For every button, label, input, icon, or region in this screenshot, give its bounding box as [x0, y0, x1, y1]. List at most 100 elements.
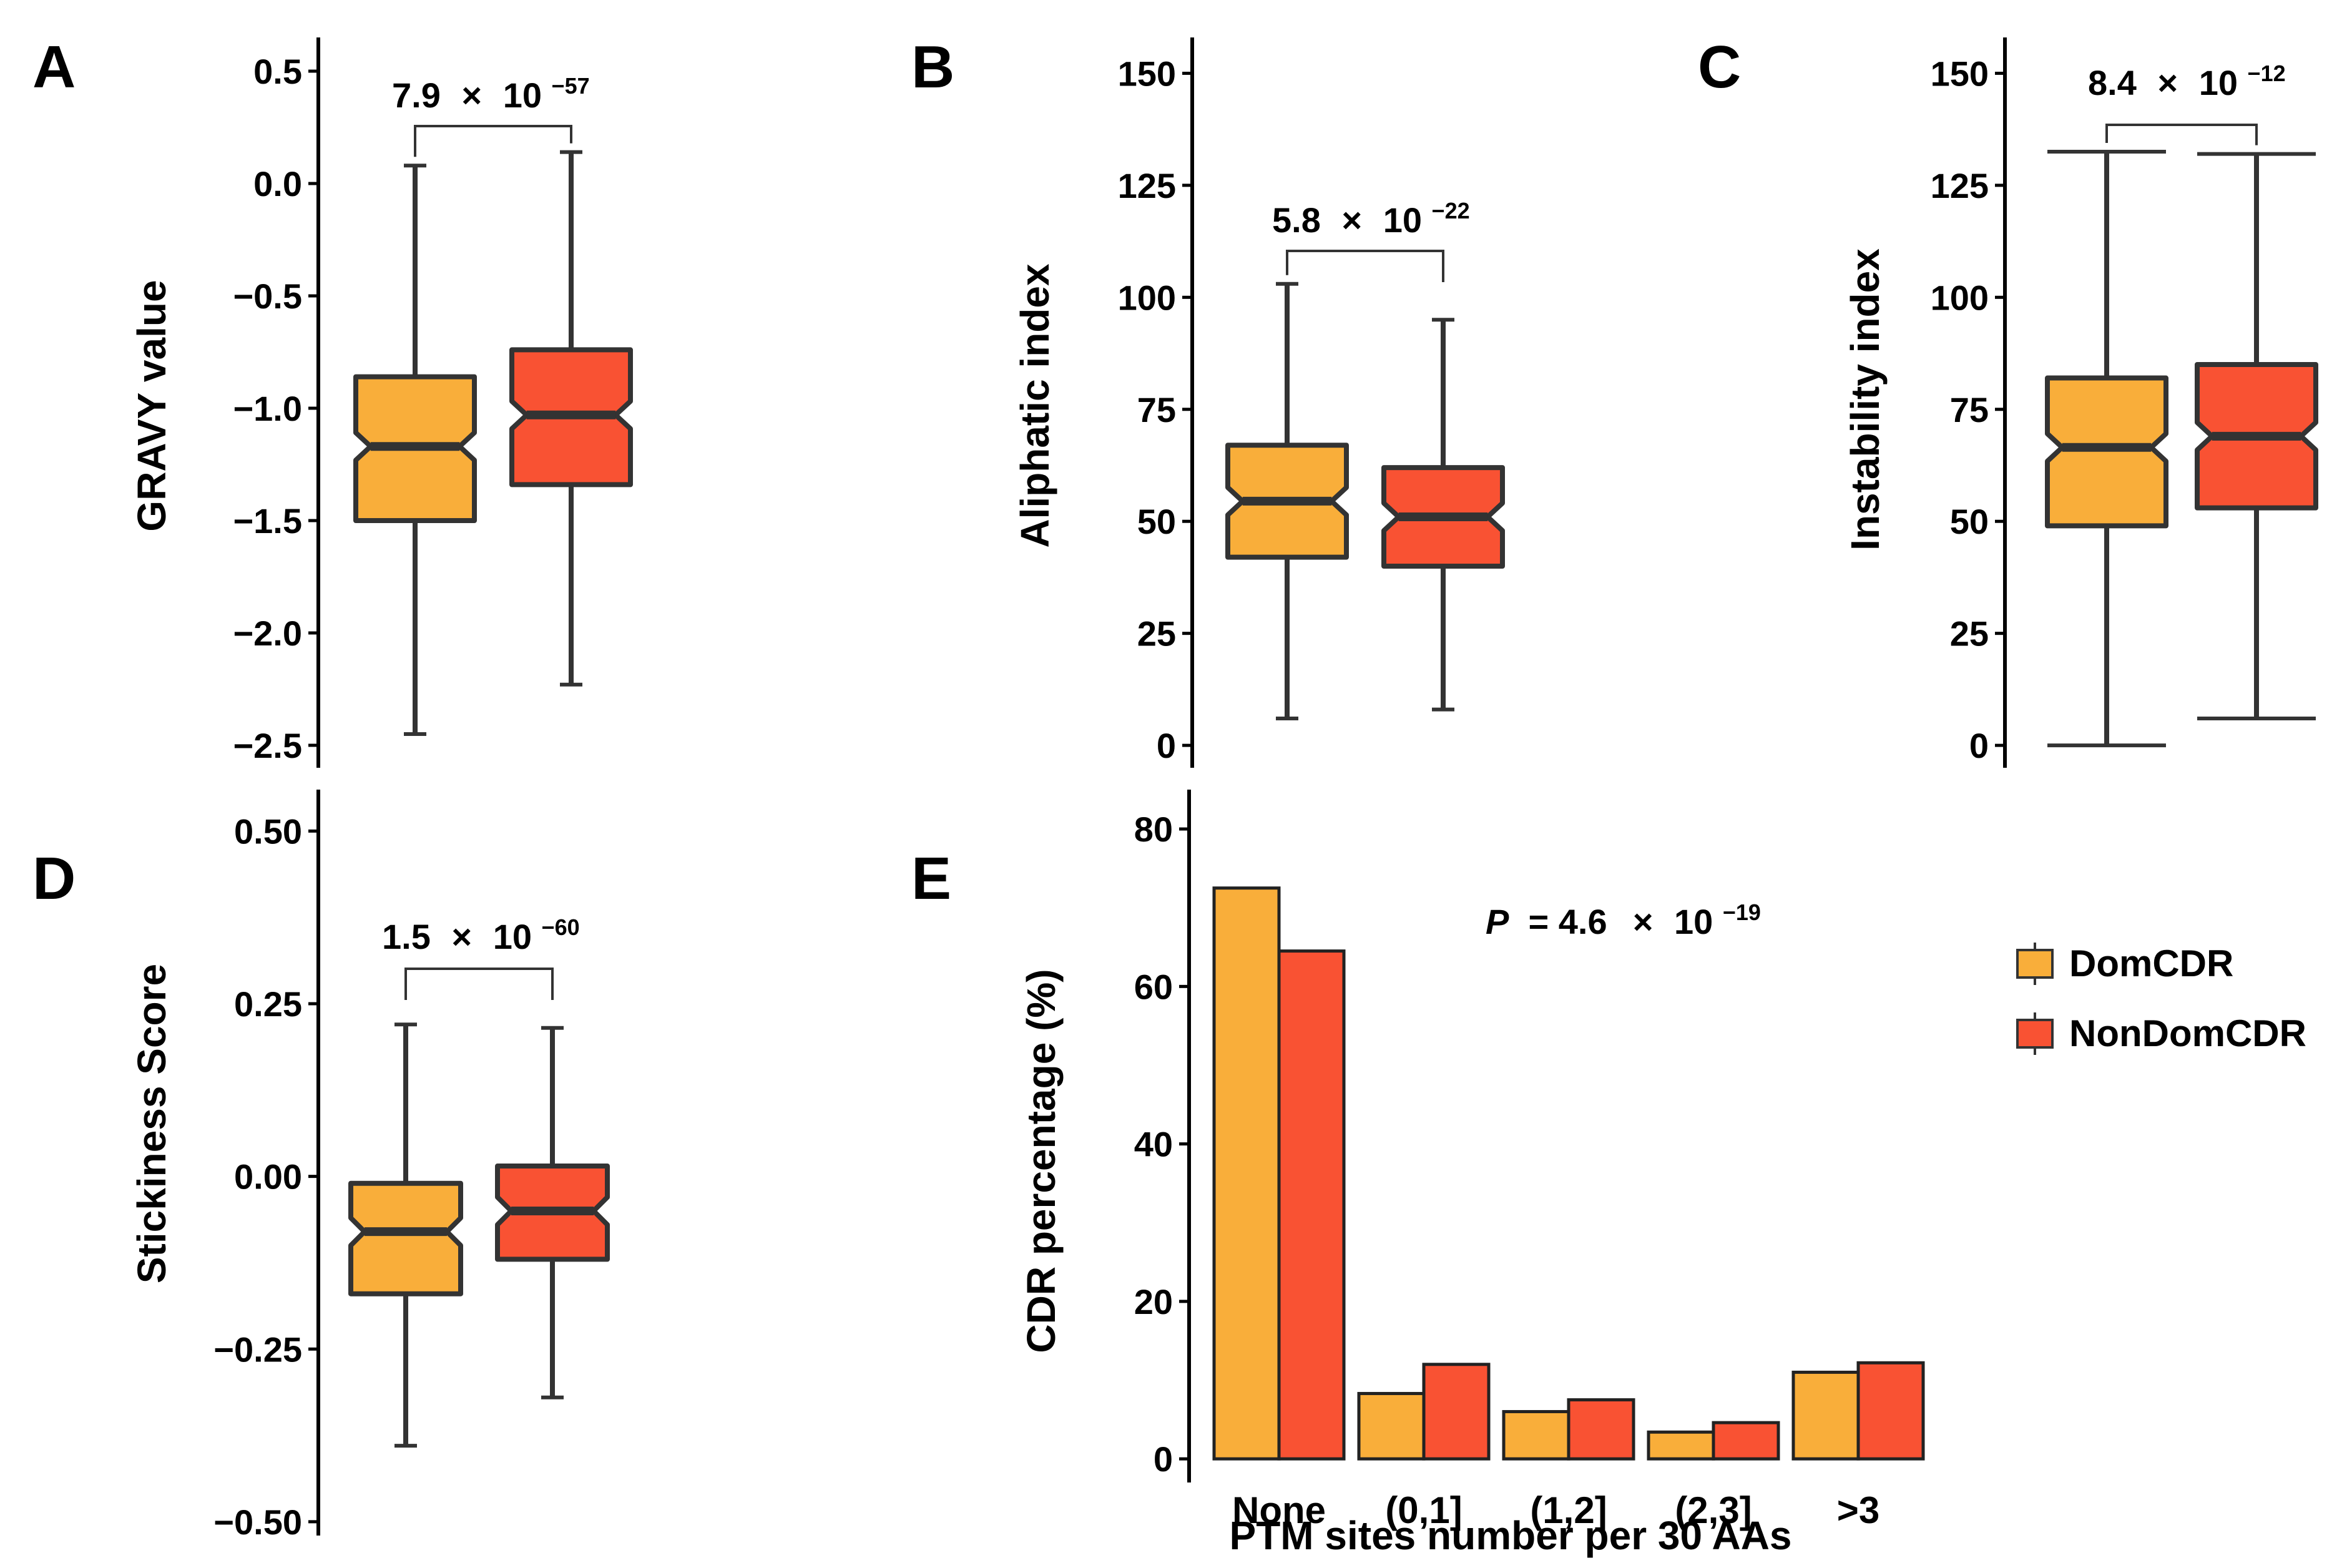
box-plot-group [353, 150, 633, 736]
times-sign: × [1341, 200, 1362, 240]
legend: DomCDR NonDomCDR [2016, 943, 2306, 1055]
y-tick-label: 150 [1931, 54, 1989, 93]
y-tick-label: −0.5 [233, 277, 302, 316]
y-tick-label: −0.25 [213, 1330, 302, 1369]
panel-letter-e: E [911, 845, 951, 912]
y-tick-label: 60 [1134, 967, 1173, 1006]
y-tick-label: 100 [1931, 278, 1989, 317]
legend-item-nondomcdr: NonDomCDR [2016, 1012, 2306, 1055]
y-tick-label: −2.5 [233, 726, 302, 765]
y-axis-title: CDR percentage (%) [1019, 969, 1064, 1353]
y-axis-title: Instability index [1843, 248, 1888, 551]
bar-nondomcdr [1567, 1398, 1635, 1461]
p-value-base: 10 [1674, 902, 1713, 941]
p-value-annotation: 8.4 × 10 −12 [2088, 61, 2286, 145]
p-value-exponent: −60 [542, 914, 580, 940]
svg-text:7.9 × 10: 7.9 × 10 −57 [392, 73, 590, 115]
y-tick-label: 0.0 [253, 164, 302, 203]
y-tick-label: 50 [1137, 502, 1176, 541]
y-tick-label: 0.25 [234, 984, 302, 1024]
bar-domcdr [1791, 1370, 1860, 1461]
y-axis-title: Stickiness Score [129, 964, 174, 1283]
legend-label-domcdr: DomCDR [2069, 943, 2233, 984]
y-axis: 150 125 100 75 50 25 0 [1931, 37, 2007, 768]
x-tick-label: (2,3] [1675, 1489, 1752, 1531]
significance-bracket [404, 968, 554, 1000]
y-tick-label: 20 [1134, 1282, 1173, 1321]
y-tick-label: 0.5 [253, 52, 302, 91]
svg-text:P = 4.6 ×: P = 4.6 × 10 −19 [1486, 899, 1761, 941]
y-tick-label: 50 [1950, 502, 1989, 541]
x-tick-label: None [1232, 1489, 1326, 1531]
box-domcdr [1225, 282, 1349, 721]
y-tick-label: −1.0 [233, 389, 302, 428]
y-tick-label: 125 [1931, 166, 1989, 205]
bar-nondomcdr [1856, 1361, 1925, 1461]
p-value-exponent: −12 [2248, 61, 2286, 86]
y-tick-label: 80 [1134, 810, 1173, 849]
p-value-exponent: −19 [1723, 899, 1761, 925]
p-value-mantissa: 5.8 [1272, 200, 1321, 240]
y-tick-label: −1.5 [233, 501, 302, 541]
significance-bracket [2105, 124, 2258, 145]
bar-nondomcdr [1712, 1421, 1780, 1461]
p-value-exponent: −22 [1432, 198, 1470, 223]
x-tick-label: (0,1] [1385, 1489, 1462, 1531]
y-tick-label: 75 [1950, 390, 1989, 429]
p-value-mantissa: 1.5 [382, 917, 431, 956]
y-axis: 80 60 40 20 0 [1134, 790, 1191, 1482]
y-tick-label: 25 [1950, 614, 1989, 654]
y-tick-label: −2.0 [233, 614, 302, 653]
p-value-base: 10 [493, 917, 532, 956]
panel-letter-b: B [911, 34, 954, 100]
y-tick-label: 100 [1118, 278, 1176, 317]
panel-letter-d: D [32, 845, 76, 912]
panel-a-gravy: A GRAVY value 0.5 0.0 −0.5 −1.0 −1.5 −2.0 −2.5… [32, 34, 633, 768]
y-tick-label: 0.00 [234, 1157, 302, 1197]
y-tick-label: 125 [1118, 166, 1176, 205]
panel-b-aliphatic: B Aliphatic index 150 125 100 75 50 25 0 5.8 ×… [911, 34, 1505, 768]
significance-bracket [414, 125, 572, 157]
p-value-equals: = 4.6 [1519, 902, 1617, 941]
panel-c-instability: C Instability index 150 125 100 75 50 25 0 8.4… [1698, 34, 2318, 768]
p-value-annotation: 1.5 × 10 −60 [382, 914, 580, 1000]
y-tick-label: 75 [1137, 390, 1176, 429]
box-domcdr [2045, 150, 2168, 748]
times-sign: × [461, 76, 482, 115]
box-plot-group [1225, 282, 1505, 721]
times-sign: × [1633, 902, 1654, 941]
bar-nondomcdr [1277, 949, 1346, 1461]
significance-bracket [1286, 250, 1444, 282]
box-plot-group [2045, 150, 2318, 748]
p-value-exponent: −57 [552, 73, 590, 99]
p-value-base: 10 [503, 76, 542, 115]
bar-domcdr [1212, 886, 1281, 1461]
box-nondomcdr [509, 150, 633, 687]
y-axis-title: Aliphatic index [1012, 263, 1057, 548]
svg-text:8.4 × 10: 8.4 × 10 −12 [2088, 61, 2286, 102]
x-tick-label: (1,2] [1530, 1489, 1607, 1531]
y-tick-label: 0 [1157, 726, 1176, 765]
box-domcdr [353, 164, 477, 736]
times-sign: × [2157, 63, 2178, 102]
y-axis: 0.5 0.0 −0.5 −1.0 −1.5 −2.0 −2.5 [233, 37, 320, 768]
panel-e-ptm-bars: E CDR percentage (%) PTM sites number pe… [911, 790, 1925, 1558]
p-value-annotation: 7.9 × 10 −57 [392, 73, 590, 157]
legend-swatch-domcdr [2016, 949, 2054, 979]
y-tick-label: 0.50 [234, 811, 302, 851]
bar-domcdr [1357, 1391, 1426, 1461]
y-tick-label: −0.50 [213, 1502, 302, 1542]
legend-item-domcdr: DomCDR [2016, 943, 2233, 985]
p-value-base: 10 [1383, 200, 1422, 240]
p-value-base: 10 [2199, 63, 2238, 102]
bar-nondomcdr [1422, 1363, 1491, 1461]
p-value-mantissa: 8.4 [2088, 63, 2137, 102]
p-value-annotation: P = 4.6 × 10 −19 [1486, 899, 1761, 941]
p-value-annotation: 5.8 × 10 −22 [1272, 198, 1470, 282]
y-tick-label: 0 [1969, 726, 1989, 765]
y-tick-label: 40 [1134, 1125, 1173, 1164]
y-tick-label: 0 [1154, 1439, 1173, 1479]
panel-d-stickiness: D Stickiness Score 0.50 0.25 0.00 −0.25 −0.5… [32, 790, 610, 1542]
p-value-prefix: P [1486, 902, 1509, 941]
